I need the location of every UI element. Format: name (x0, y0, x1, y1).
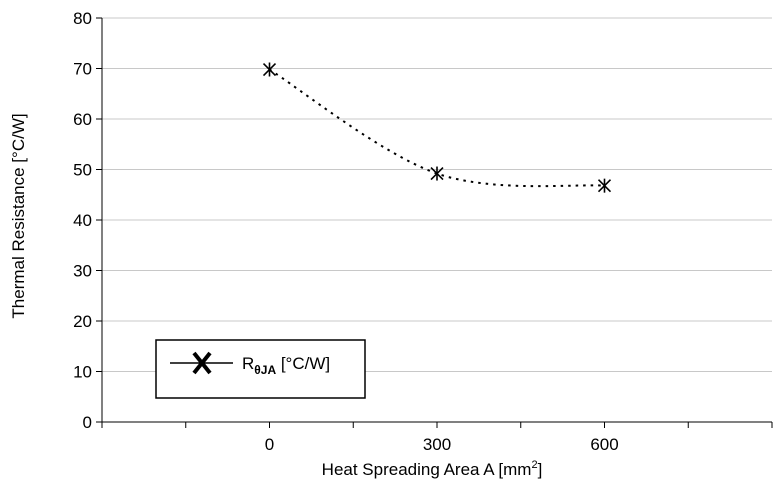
series-line (268, 68, 605, 188)
x-tick-label: 0 (265, 435, 274, 454)
data-point-marker (430, 166, 444, 181)
x-tick-label: 600 (590, 435, 618, 454)
y-tick-label: 70 (73, 60, 92, 79)
data-point-marker (597, 178, 612, 193)
x-axis-title-main: Heat Spreading Area A [mm (322, 460, 532, 479)
legend-label-main: R (242, 354, 254, 373)
y-tick-label: 50 (73, 161, 92, 180)
legend-label-end: [°C/W] (276, 354, 330, 373)
y-tick-label: 20 (73, 312, 92, 331)
y-tick-label: 80 (73, 9, 92, 28)
x-ticks: 0 300 600 (101, 422, 773, 454)
y-tick-label: 40 (73, 211, 92, 230)
legend-label: RθJA [°C/W] (242, 354, 330, 377)
data-markers (262, 62, 612, 193)
x-axis-title: Heat Spreading Area A [mm2] (322, 459, 543, 479)
legend-label-subscript: θJA (254, 363, 276, 377)
y-tick-label: 10 (73, 363, 92, 382)
data-point-marker (262, 62, 277, 77)
y-ticks: 0 10 20 30 40 50 60 70 80 (73, 9, 102, 432)
legend: RθJA [°C/W] (155, 339, 366, 399)
y-tick-label: 0 (83, 413, 92, 432)
y-tick-label: 30 (73, 262, 92, 281)
x-axis-title-superscript: 2 (531, 459, 537, 471)
y-tick-label: 60 (73, 110, 92, 129)
x-tick-label: 300 (423, 435, 451, 454)
legend-marker-icon (192, 351, 212, 375)
y-axis-title: Thermal Resistance [°C/W] (9, 113, 28, 318)
legend-box (155, 339, 366, 399)
x-axis-title-end: ] (538, 460, 543, 479)
